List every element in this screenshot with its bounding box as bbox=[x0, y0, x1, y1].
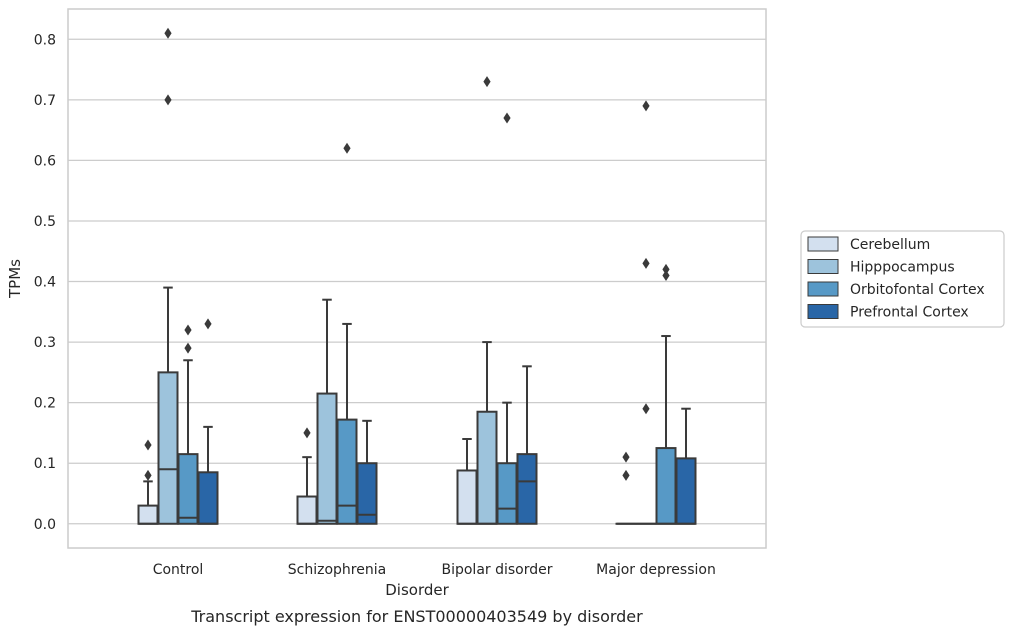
box-orbitofontal-cortex-control bbox=[177, 324, 199, 525]
y-tick-labels: 0.0 0.1 0.2 0.3 0.4 0.5 0.6 0.7 0.8 bbox=[34, 32, 56, 532]
outlier-point bbox=[622, 451, 630, 463]
outlier-point bbox=[184, 342, 192, 354]
box-rect bbox=[296, 495, 318, 525]
box-rect bbox=[496, 462, 518, 525]
legend-label: Orbitofontal Cortex bbox=[850, 282, 985, 298]
legend-item: Orbitofontal Cortex bbox=[807, 281, 985, 298]
legend-label: Cerebellum bbox=[850, 237, 930, 253]
box-rect bbox=[516, 453, 538, 525]
y-axis-label: TPMs bbox=[6, 259, 24, 299]
outlier-point bbox=[642, 100, 650, 112]
legend-item: Cerebellum bbox=[807, 236, 930, 253]
y-tick-label: 0.8 bbox=[34, 32, 56, 48]
box-rect bbox=[456, 469, 478, 525]
box-rect bbox=[197, 471, 219, 525]
box-rect bbox=[356, 462, 378, 525]
box-rect bbox=[157, 371, 179, 525]
outlier-point bbox=[503, 112, 511, 124]
legend-swatch bbox=[807, 281, 839, 297]
outlier-point bbox=[662, 263, 670, 275]
box-rect bbox=[177, 453, 199, 525]
x-tick-label: Schizophrenia bbox=[288, 562, 386, 578]
y-tick-label: 0.5 bbox=[34, 214, 56, 230]
legend: Cerebellum Hipppocampus Orbitofontal Corte… bbox=[800, 230, 1005, 328]
legend-frame bbox=[800, 230, 1005, 328]
outlier-point bbox=[622, 469, 630, 481]
box-cerebellum-schizophrenia bbox=[296, 427, 318, 525]
box-rect bbox=[137, 504, 159, 525]
outlier-point bbox=[144, 469, 152, 481]
legend-swatch bbox=[807, 259, 839, 274]
box-cerebellum-major-depression bbox=[615, 451, 637, 525]
box-prefrontal-cortex-bipolar-disorder bbox=[516, 365, 538, 525]
y-tick-label: 0.7 bbox=[34, 93, 56, 109]
legend-item: Prefrontal Cortex bbox=[807, 304, 969, 321]
chart-caption: Transcript expression for ENST0000040354… bbox=[190, 607, 643, 626]
box-cerebellum-control bbox=[137, 439, 159, 525]
box-series-group bbox=[137, 27, 697, 525]
outlier-point bbox=[144, 439, 152, 451]
series-hipppocampus bbox=[157, 27, 657, 525]
legend-label: Prefrontal Cortex bbox=[850, 305, 969, 321]
box-prefrontal-cortex-control bbox=[197, 318, 219, 525]
box-rect bbox=[675, 457, 697, 525]
outlier-point bbox=[184, 324, 192, 336]
x-tick-labels: Control Schizophrenia Bipolar disorder Majo… bbox=[153, 562, 716, 578]
x-axis-label: Disorder bbox=[385, 581, 449, 599]
outlier-point bbox=[164, 94, 172, 106]
outlier-point bbox=[642, 257, 650, 269]
x-tick-label: Control bbox=[153, 562, 204, 578]
x-tick-label: Bipolar disorder bbox=[441, 562, 552, 578]
y-tick-label: 0.6 bbox=[34, 153, 56, 169]
series-prefrontal-cortex bbox=[197, 318, 697, 525]
y-tick-label: 0.0 bbox=[34, 517, 56, 533]
box-rect bbox=[655, 447, 677, 525]
outlier-point bbox=[483, 76, 491, 88]
outlier-point bbox=[303, 427, 311, 439]
outlier-point bbox=[662, 269, 670, 281]
outlier-point bbox=[642, 403, 650, 415]
x-tick-label: Major depression bbox=[596, 562, 716, 578]
legend-swatch bbox=[807, 304, 839, 319]
box-rect bbox=[316, 392, 338, 525]
series-orbitofontal-cortex bbox=[177, 112, 677, 525]
outlier-point bbox=[343, 142, 351, 154]
plot-frame bbox=[67, 8, 767, 549]
outlier-point bbox=[204, 318, 212, 330]
y-tick-label: 0.4 bbox=[34, 275, 56, 291]
legend-label: Hipppocampus bbox=[850, 260, 955, 276]
outlier-point bbox=[164, 27, 172, 39]
y-tick-label: 0.2 bbox=[34, 396, 56, 412]
box-prefrontal-cortex-major-depression bbox=[675, 407, 697, 525]
series-cerebellum bbox=[137, 427, 637, 525]
box-orbitofontal-cortex-schizophrenia bbox=[336, 142, 358, 525]
box-rect bbox=[476, 410, 498, 525]
legend-item: Hipppocampus bbox=[807, 259, 955, 276]
legend-items: Cerebellum Hipppocampus Orbitofontal Corte… bbox=[807, 236, 985, 321]
box-hipppocampus-control bbox=[157, 27, 179, 525]
y-tick-label: 0.3 bbox=[34, 335, 56, 351]
legend-swatch bbox=[807, 236, 839, 252]
box-rect bbox=[336, 418, 358, 525]
y-tick-label: 0.1 bbox=[34, 456, 56, 472]
box-prefrontal-cortex-schizophrenia bbox=[356, 419, 378, 525]
